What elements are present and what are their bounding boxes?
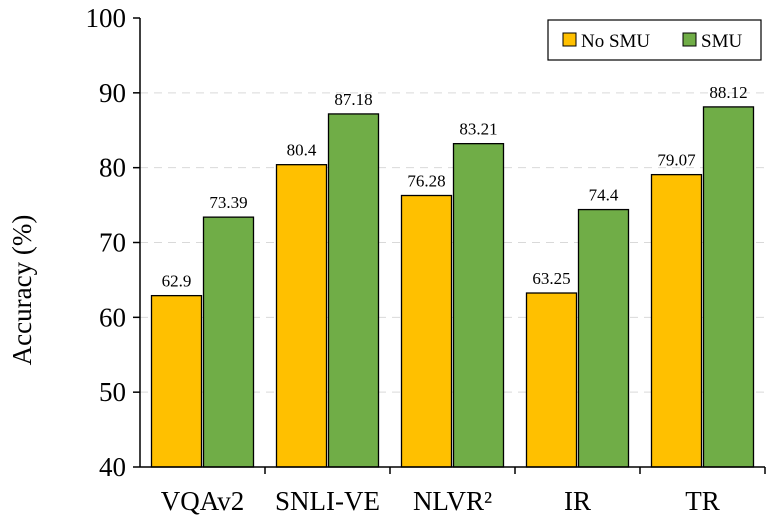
x-tick-label: SNLI-VE bbox=[275, 486, 380, 516]
legend-label: SMU bbox=[701, 31, 742, 52]
y-tick-label: 50 bbox=[99, 377, 126, 407]
y-tick-label: 60 bbox=[99, 302, 126, 332]
bar-no-smu bbox=[150, 294, 203, 468]
x-tick-label: IR bbox=[564, 486, 591, 516]
bar-no-smu bbox=[650, 173, 703, 468]
bar-smu bbox=[577, 208, 630, 468]
data-label: 80.4 bbox=[287, 141, 317, 160]
bar-no-smu bbox=[400, 194, 453, 468]
bar-no-smu bbox=[275, 164, 328, 468]
bar-smu bbox=[452, 142, 505, 468]
data-label: 83.21 bbox=[459, 120, 497, 139]
bar-no-smu bbox=[525, 292, 578, 468]
y-tick-label: 100 bbox=[86, 3, 127, 33]
y-axis-label: Accuracy (%) bbox=[7, 215, 37, 366]
y-tick-label: 70 bbox=[99, 228, 126, 258]
legend-label: No SMU bbox=[581, 31, 650, 52]
axes: 40 50 60 70 80 90 100 VQAv2 SNLI-VE NLVR² IR TR bbox=[86, 3, 766, 516]
bar-smu bbox=[202, 216, 255, 468]
data-label: 88.12 bbox=[709, 83, 747, 102]
data-label: 79.07 bbox=[657, 151, 696, 170]
x-tick-label: NLVR² bbox=[413, 486, 492, 516]
y-tick-label: 90 bbox=[99, 78, 126, 108]
bar-smu bbox=[327, 113, 380, 468]
data-label: 76.28 bbox=[407, 172, 445, 191]
y-tick-label: 40 bbox=[99, 452, 126, 482]
legend-swatch bbox=[562, 32, 577, 47]
legend-swatch bbox=[682, 32, 697, 47]
y-tick-label: 80 bbox=[99, 153, 126, 183]
x-tick-label: TR bbox=[685, 486, 720, 516]
data-label: 62.9 bbox=[162, 272, 192, 291]
data-label: 74.4 bbox=[589, 186, 619, 205]
data-label: 63.25 bbox=[532, 269, 570, 288]
bar-smu bbox=[702, 106, 755, 468]
legend: No SMU SMU bbox=[547, 19, 762, 61]
data-label: 87.18 bbox=[334, 90, 372, 109]
data-label: 73.39 bbox=[209, 193, 247, 212]
bars: 62.9 73.39 80.4 87.18 76.28 83.21 63.25 74.4 79.… bbox=[150, 83, 755, 468]
x-tick-label: VQAv2 bbox=[161, 486, 245, 516]
legend-box bbox=[547, 19, 762, 61]
